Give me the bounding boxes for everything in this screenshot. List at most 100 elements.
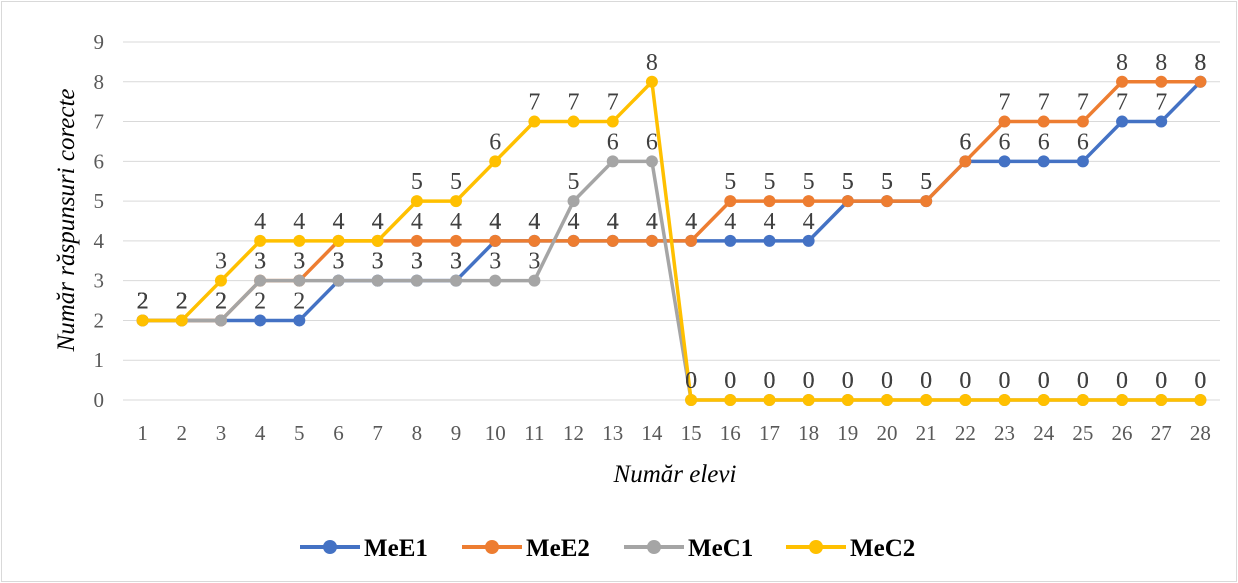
- data-point: [450, 274, 463, 287]
- data-label: 7: [1038, 90, 1050, 116]
- data-point: [959, 394, 972, 406]
- data-point: [606, 155, 619, 168]
- x-tick-label: 15: [681, 421, 702, 445]
- data-label: 0: [1155, 368, 1167, 394]
- data-label: 3: [489, 249, 501, 275]
- data-label: 7: [528, 90, 540, 116]
- x-tick-label: 23: [994, 421, 1015, 445]
- data-label: 0: [920, 368, 932, 394]
- x-tick-label: 21: [916, 421, 937, 445]
- data-point: [332, 234, 345, 247]
- data-label: 0: [881, 368, 893, 394]
- data-point: [724, 195, 737, 208]
- x-tick-label: 16: [720, 421, 741, 445]
- data-label: 0: [1077, 368, 1089, 394]
- x-tick-label: 19: [837, 421, 858, 445]
- data-label: 8: [646, 50, 658, 76]
- data-point: [763, 195, 776, 208]
- series-mec2: [136, 75, 1207, 406]
- y-axis-title: Număr răspunsuri corecte: [53, 89, 80, 353]
- x-tick-label: 12: [563, 421, 584, 445]
- data-point: [254, 274, 267, 287]
- data-label: 4: [254, 209, 266, 235]
- data-point: [489, 155, 502, 168]
- x-axis-ticks: 1 2 3 4 5 6 7 8 9 10 11 12 13 14 15 16 17 18 19 20 21 22 23 24 2…: [137, 421, 1211, 445]
- data-label: 0: [1194, 368, 1206, 394]
- data-point: [450, 234, 463, 247]
- data-point: [1037, 155, 1050, 168]
- x-tick-label: 17: [759, 421, 780, 445]
- data-label: 2: [137, 288, 149, 314]
- y-tick-label: 2: [94, 308, 105, 332]
- data-label: 3: [372, 249, 384, 275]
- data-label: 4: [685, 209, 697, 235]
- data-label: 5: [450, 169, 462, 195]
- gridlines: [123, 41, 1220, 401]
- data-label: 4: [568, 209, 580, 235]
- data-point: [1116, 394, 1129, 406]
- legend-marker: [323, 540, 337, 554]
- data-point: [959, 155, 972, 168]
- data-point: [685, 394, 698, 406]
- data-label: 8: [1194, 50, 1206, 76]
- data-point: [410, 274, 423, 287]
- data-label: 0: [920, 368, 932, 394]
- data-point: [763, 394, 776, 406]
- data-label: 4: [489, 209, 501, 235]
- data-point: [1076, 394, 1089, 406]
- data-label: 0: [999, 368, 1011, 394]
- data-label: 2: [176, 288, 188, 314]
- data-point: [567, 234, 580, 247]
- data-label: 4: [724, 209, 736, 235]
- data-label: 4: [411, 209, 423, 235]
- data-label: 2: [176, 288, 188, 314]
- data-point: [1116, 75, 1129, 88]
- data-point: [802, 195, 815, 208]
- data-point: [880, 195, 893, 208]
- y-tick-label: 3: [94, 269, 105, 293]
- data-label: 4: [646, 209, 658, 235]
- data-label: 0: [803, 368, 815, 394]
- legend-marker: [485, 540, 499, 554]
- legend-item: MeC2: [786, 535, 915, 562]
- data-point: [528, 234, 541, 247]
- data-label: 4: [293, 209, 305, 235]
- x-tick-label: 18: [798, 421, 819, 445]
- data-labels: 2 2 2 2 23 3 3 34 4 4 4 4 4 4 4 45 5 56 6 6 67 782 2 23 34 4 4 4 4 4 4…: [137, 50, 1207, 394]
- data-point: [293, 314, 306, 327]
- data-label: 8: [1116, 50, 1128, 76]
- data-point: [1194, 394, 1207, 406]
- data-point: [645, 155, 658, 168]
- y-tick-label: 7: [94, 110, 105, 134]
- data-point: [528, 274, 541, 287]
- data-point: [450, 195, 463, 208]
- data-label: 0: [842, 368, 854, 394]
- x-tick-label: 25: [1072, 421, 1093, 445]
- data-label: 6: [1077, 129, 1089, 155]
- data-point: [802, 234, 815, 247]
- data-label: 3: [293, 249, 305, 275]
- data-label: 0: [724, 368, 736, 394]
- data-label: 7: [1155, 90, 1167, 116]
- x-tick-label: 22: [955, 421, 976, 445]
- data-label: 7: [999, 90, 1011, 116]
- data-label: 8: [1194, 50, 1206, 76]
- data-point: [645, 75, 658, 88]
- data-label: 5: [568, 169, 580, 195]
- data-label: 4: [568, 209, 580, 235]
- data-point: [685, 234, 698, 247]
- data-label: 3: [411, 249, 423, 275]
- data-label: 4: [528, 209, 540, 235]
- data-label: 0: [1194, 368, 1206, 394]
- legend: MeE1 MeE2 MeC1 MeC2: [300, 535, 915, 562]
- legend-marker: [647, 540, 661, 554]
- y-tick-label: 4: [94, 229, 105, 253]
- data-label: 7: [1077, 90, 1089, 116]
- data-label: 3: [215, 249, 227, 275]
- data-label: 2: [137, 288, 149, 314]
- data-point: [410, 195, 423, 208]
- data-label: 5: [803, 169, 815, 195]
- x-tick-label: 28: [1190, 421, 1211, 445]
- data-point: [214, 274, 227, 287]
